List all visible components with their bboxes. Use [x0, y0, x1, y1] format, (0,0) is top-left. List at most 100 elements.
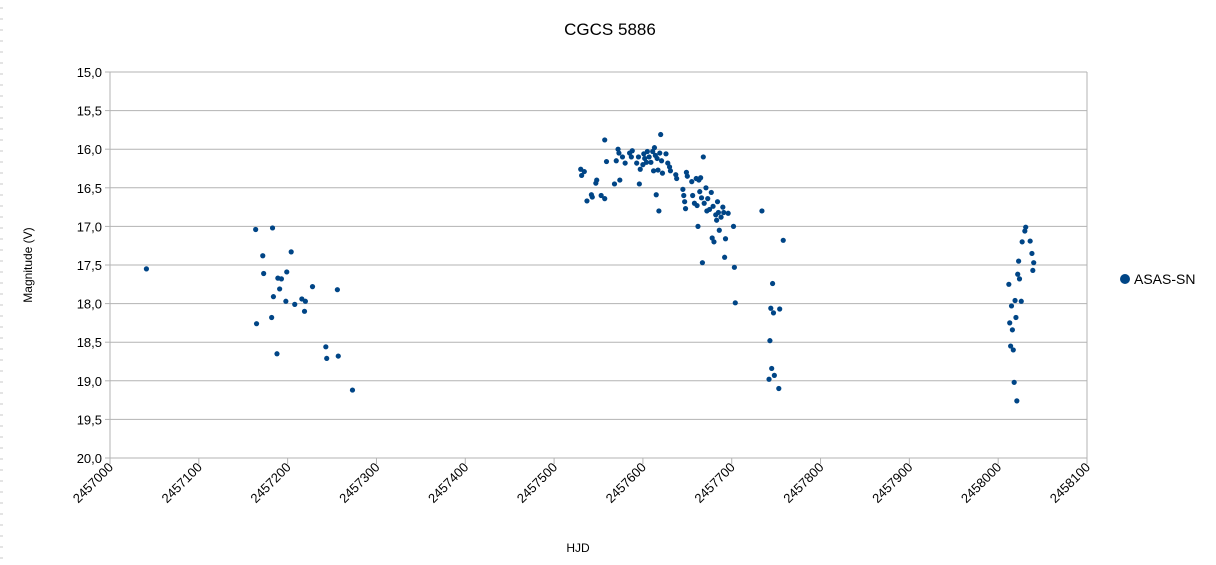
data-point: [616, 150, 622, 156]
data-point: [613, 158, 619, 164]
y-tick-label: 16,5: [77, 181, 102, 196]
data-point: [1008, 343, 1014, 349]
data-point: [622, 160, 628, 166]
data-point: [681, 192, 687, 199]
data-point: [663, 151, 669, 157]
data-point: [324, 355, 330, 362]
data-point: [1019, 239, 1025, 245]
data-point: [277, 286, 283, 292]
x-tick-label: 2457200: [247, 460, 293, 506]
y-tick-label: 15,5: [77, 104, 102, 119]
y-tick-label: 17,0: [77, 219, 102, 234]
data-point: [143, 266, 150, 272]
data-point: [648, 159, 654, 165]
data-point: [611, 181, 618, 187]
data-point: [642, 155, 648, 162]
data-point: [705, 196, 711, 202]
data-point: [579, 172, 585, 179]
y-tick-label: 18,0: [77, 297, 102, 312]
data-point: [1029, 250, 1035, 257]
y-tick-label: 16,0: [77, 142, 102, 157]
data-points: [143, 131, 1037, 404]
data-point: [270, 294, 277, 300]
data-point: [619, 154, 626, 160]
data-point: [1016, 258, 1022, 264]
data-point: [269, 225, 276, 231]
data-point: [288, 249, 294, 255]
y-tick-label: 19,5: [77, 412, 102, 427]
data-point: [730, 223, 737, 229]
legend-marker: [1120, 274, 1130, 284]
data-point: [349, 387, 356, 393]
data-point: [698, 175, 704, 181]
data-point: [635, 154, 642, 160]
data-point: [269, 314, 275, 321]
data-point: [653, 192, 659, 198]
data-point: [581, 168, 587, 175]
x-tick-label: 2458100: [1047, 460, 1093, 506]
x-tick-label: 2457300: [336, 460, 382, 506]
data-point: [617, 177, 623, 183]
data-point: [1015, 271, 1021, 277]
data-point: [656, 208, 662, 214]
data-point: [598, 192, 604, 199]
data-point: [759, 208, 765, 214]
data-point: [292, 301, 298, 307]
data-point: [709, 235, 715, 241]
data-point: [1023, 224, 1029, 230]
data-point: [703, 185, 709, 191]
x-tick-label: 2457400: [425, 460, 471, 506]
data-point: [283, 298, 289, 304]
data-point: [1012, 297, 1018, 304]
y-tick-label: 19,0: [77, 374, 102, 389]
data-point: [768, 305, 774, 311]
data-point: [628, 154, 634, 160]
gridlines: [110, 71, 1087, 459]
legend-label: ASAS-SN: [1134, 271, 1195, 287]
data-point: [725, 210, 731, 216]
data-point: [780, 237, 786, 243]
x-tick-label: 2457800: [780, 460, 826, 506]
data-point: [694, 202, 700, 209]
data-point: [655, 167, 661, 173]
data-point: [302, 298, 308, 304]
data-point: [770, 310, 777, 316]
data-point: [1007, 320, 1013, 326]
data-point: [718, 214, 724, 220]
data-point: [629, 148, 635, 154]
data-point: [1014, 398, 1020, 404]
data-point: [684, 173, 690, 179]
data-point: [697, 189, 703, 195]
x-tick-label: 2457000: [70, 460, 116, 506]
y-axis-label: Magnitude (V): [21, 227, 35, 302]
data-point: [769, 280, 776, 287]
data-point: [701, 200, 707, 206]
y-tick-label: 18,5: [77, 335, 102, 350]
x-tick-label: 2457900: [869, 460, 915, 506]
data-point: [680, 186, 686, 192]
data-point: [1016, 276, 1023, 282]
data-point: [634, 160, 640, 166]
data-point: [777, 306, 783, 312]
data-point: [1010, 347, 1016, 353]
data-point: [658, 131, 664, 138]
chart-title: CGCS 5886: [564, 20, 656, 39]
x-tick-label: 2457500: [514, 460, 560, 506]
data-point: [682, 199, 688, 205]
data-point: [654, 155, 660, 162]
data-point: [1018, 298, 1024, 304]
data-point: [1030, 267, 1036, 274]
data-point: [667, 168, 674, 174]
data-point: [1006, 281, 1012, 287]
data-point: [690, 192, 696, 199]
data-point: [637, 166, 643, 172]
legend: ASAS-SN: [1120, 271, 1195, 287]
x-tick-labels: 2457000 2457100 2457200 2457300 2457400 24575…: [70, 460, 1093, 506]
data-point: [714, 217, 720, 223]
data-point: [700, 154, 706, 160]
data-point: [714, 199, 721, 205]
left-edge-ticks: [0, 7, 3, 559]
data-point: [301, 308, 308, 314]
data-point: [650, 168, 657, 174]
